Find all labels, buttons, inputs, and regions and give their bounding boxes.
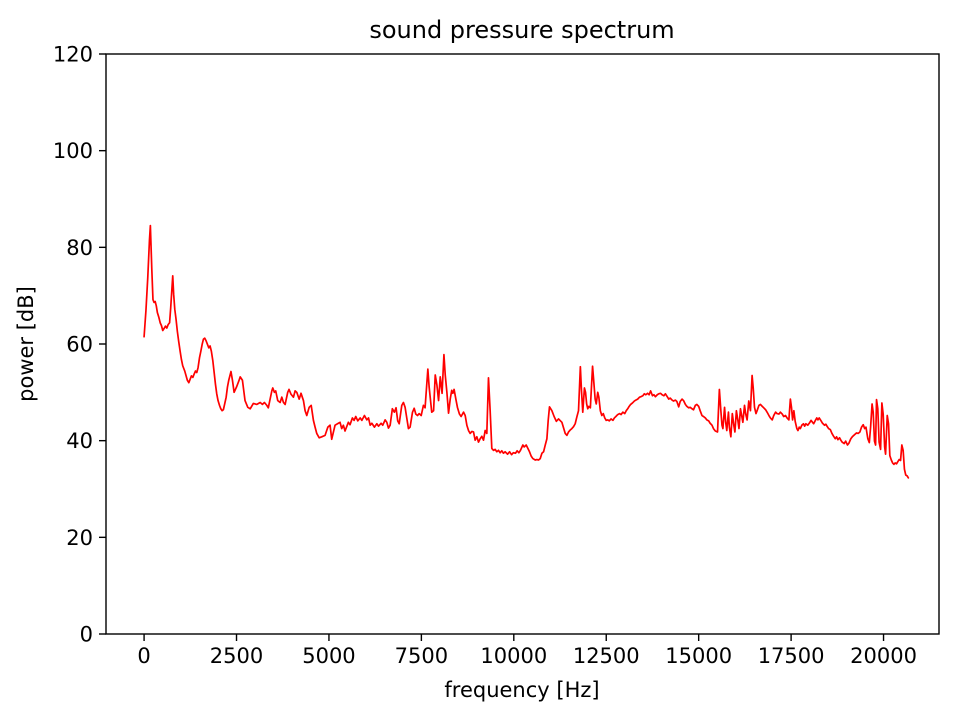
- x-tick-label: 15000: [665, 644, 732, 668]
- x-tick-label: 20000: [850, 644, 917, 668]
- x-tick-label: 7500: [395, 644, 448, 668]
- x-axis-ticks: 0 2500 5000 7500 10000 12500 15000 17500 20000: [137, 634, 917, 668]
- y-tick-label: 120: [53, 43, 93, 67]
- y-tick-label: 0: [80, 623, 93, 647]
- y-tick-label: 60: [66, 333, 93, 357]
- x-tick-label: 12500: [573, 644, 640, 668]
- chart-title: sound pressure spectrum: [369, 16, 674, 44]
- x-tick-label: 0: [137, 644, 150, 668]
- x-tick-label: 17500: [758, 644, 825, 668]
- x-tick-label: 2500: [210, 644, 263, 668]
- y-tick-label: 80: [66, 236, 93, 260]
- x-tick-label: 10000: [480, 644, 547, 668]
- x-tick-label: 5000: [302, 644, 355, 668]
- plot-area: [106, 54, 939, 634]
- y-tick-label: 40: [66, 429, 93, 453]
- y-tick-label: 100: [53, 139, 93, 163]
- plot-border: [105, 53, 940, 635]
- spectrum-line: [143, 224, 910, 479]
- y-tick-label: 20: [66, 526, 93, 550]
- x-axis-label: frequency [Hz]: [444, 678, 599, 702]
- y-axis-label: power [dB]: [14, 286, 38, 402]
- y-axis-ticks: 0 20 40 60 80 100 120: [53, 43, 106, 647]
